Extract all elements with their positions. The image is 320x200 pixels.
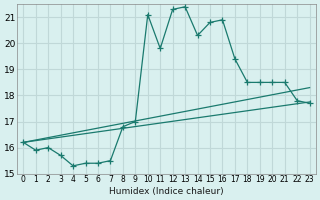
X-axis label: Humidex (Indice chaleur): Humidex (Indice chaleur)	[109, 187, 224, 196]
